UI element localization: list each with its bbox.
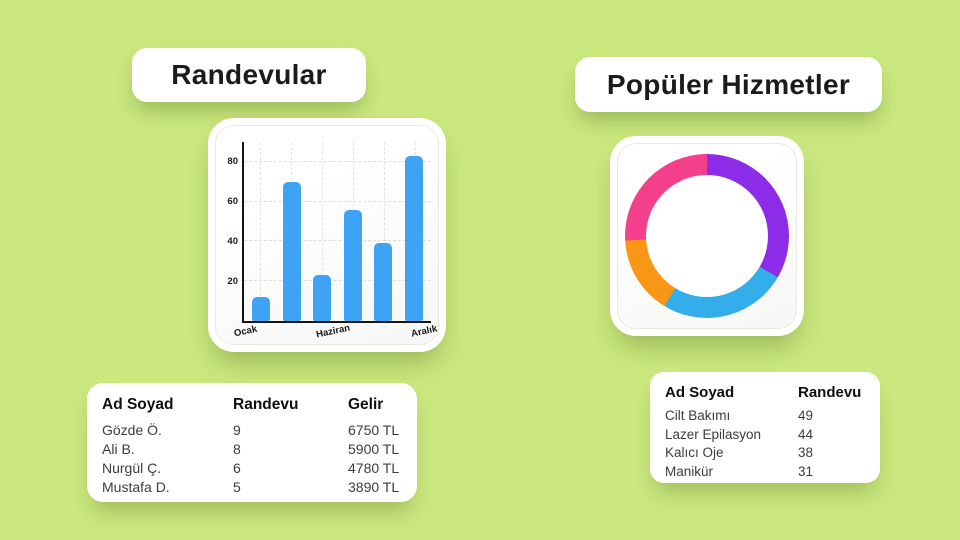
x-tick-label: Ocak (233, 323, 259, 340)
popular-services-table: Ad Soyad Randevu Cilt Bakımı 49 Lazer Epilas… (665, 384, 865, 481)
bar-slot (399, 142, 430, 321)
table-cell: Gözde Ö. (102, 422, 162, 438)
bar-slot (307, 142, 338, 321)
bar-slot (246, 142, 277, 321)
table-cell: Kalıcı Oje (665, 445, 724, 460)
bar (252, 297, 271, 321)
gridline-horizontal (244, 160, 431, 162)
table-cell: 4780 TL (348, 460, 400, 476)
column-header: Randevu (233, 396, 299, 413)
table-cell: 8 (233, 441, 241, 457)
table-cell: Mustafa D. (102, 479, 170, 495)
bar (343, 209, 362, 321)
table-cell: 6 (233, 460, 241, 476)
bar (282, 181, 301, 321)
table-cell: 6750 TL (348, 422, 400, 438)
table-cell: 31 (798, 463, 814, 479)
popular-services-title: Popüler Hizmetler (606, 68, 851, 100)
appointments-table: Ad Soyad Randevu Gelir Gözde Ö. 9 6750 TL Ali … (102, 396, 402, 497)
popular-services-table-card: Ad Soyad Randevu Cilt Bakımı 49 Lazer Epilas… (650, 372, 880, 483)
gridline-vertical (321, 142, 323, 321)
table-cell: Manikür (665, 463, 714, 479)
table-cell: Lazer Epilasyon (665, 426, 762, 442)
bar-slot (368, 142, 399, 321)
appointments-chart-card: 20 40 60 80 Ocak Haziran Aralık (208, 118, 446, 352)
x-tick-label: Aralık (409, 323, 438, 340)
y-tick-label: 60 (227, 195, 238, 207)
appointments-title-card: Randevular (132, 48, 366, 102)
column-header: Gelir (348, 396, 384, 413)
table-cell: Ali B. (102, 441, 135, 457)
bar-chart-panel: 20 40 60 80 Ocak Haziran Aralık (215, 125, 439, 345)
table-cell: 38 (798, 445, 814, 460)
bar-slot (338, 142, 369, 321)
table-cell: 3890 TL (348, 479, 400, 495)
y-tick-label: 80 (227, 156, 238, 168)
x-tick-label: Haziran (314, 322, 351, 341)
column-header: Ad Soyad (102, 396, 174, 413)
table-cell: 44 (798, 426, 814, 442)
appointments-table-card: Ad Soyad Randevu Gelir Gözde Ö. 9 6750 TL Ali … (87, 383, 417, 502)
popular-services-chart-card (610, 136, 804, 336)
bar (374, 243, 393, 321)
gridline-vertical (259, 142, 261, 321)
bar (404, 155, 423, 321)
bars-layer (244, 142, 431, 321)
gridline-vertical (384, 142, 386, 321)
y-tick-label: 20 (227, 275, 238, 287)
table-cell: 9 (233, 422, 241, 438)
appointments-title: Randevular (171, 59, 327, 90)
donut-ring (625, 154, 789, 318)
gridline-horizontal (244, 240, 431, 242)
gridline-horizontal (244, 200, 431, 202)
bar (313, 275, 332, 321)
gridline-horizontal (244, 280, 431, 282)
column-header: Randevu (798, 384, 862, 401)
donut-hole (646, 175, 768, 297)
bar-chart: 20 40 60 80 Ocak Haziran Aralık (227, 142, 438, 340)
column-header: Ad Soyad (665, 384, 735, 401)
table-cell: 49 (798, 408, 814, 423)
bar-slot (277, 142, 308, 321)
table-cell: Nurgül Ç. (102, 460, 162, 476)
table-cell: 5900 TL (348, 441, 400, 457)
popular-services-title-card: Popüler Hizmetler (575, 57, 882, 112)
donut-chart-panel (617, 143, 797, 329)
y-tick-label: 40 (227, 235, 238, 247)
table-cell: 5 (233, 479, 241, 495)
table-cell: Cilt Bakımı (665, 408, 731, 423)
